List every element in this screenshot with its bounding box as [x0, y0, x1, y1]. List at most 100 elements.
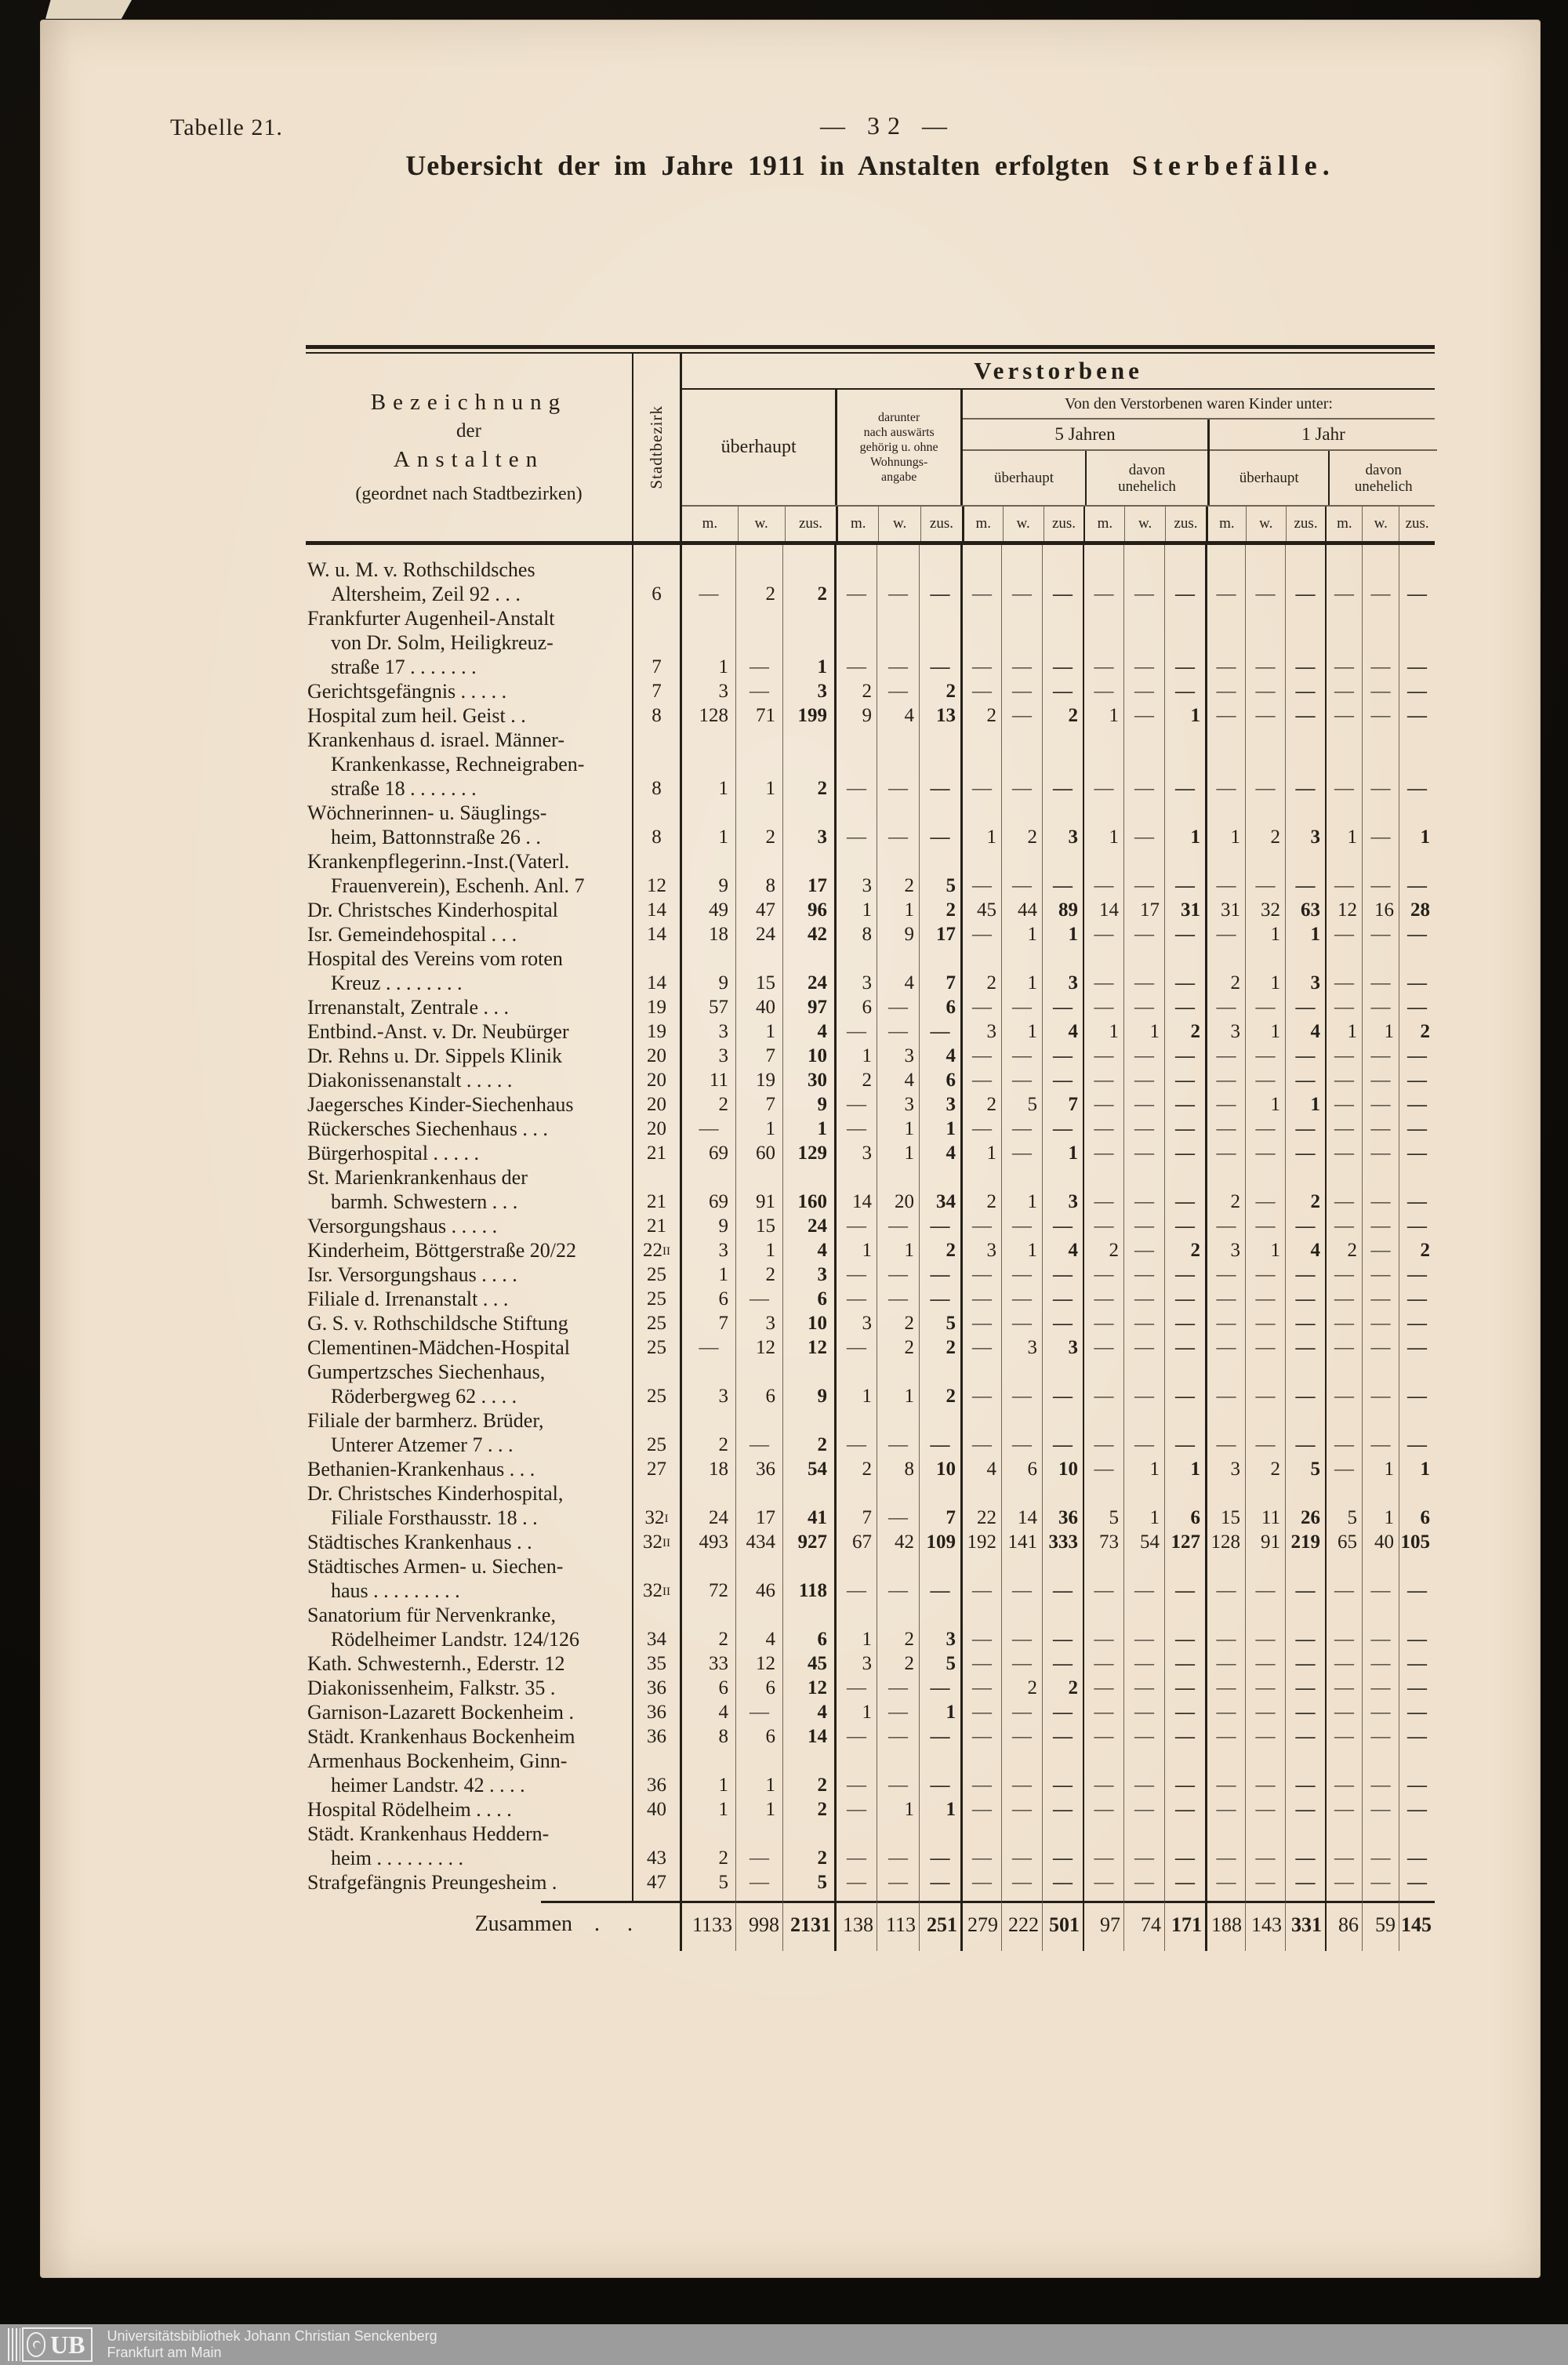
cell-value: 30 — [782, 1068, 834, 1092]
cell-value: 1 — [1245, 1238, 1285, 1262]
cell-value: — — [1399, 1287, 1435, 1311]
cell-district: 47 — [632, 1870, 680, 1895]
cell-value: 1 — [1164, 703, 1205, 728]
cell-value: — — [919, 1554, 960, 1603]
cell-value: — — [1164, 1044, 1205, 1068]
cell-value: — — [1042, 1870, 1083, 1895]
cell-value: — — [1205, 1822, 1245, 1870]
cell-value: — — [1399, 1335, 1435, 1360]
cell-value: — — [1164, 1700, 1205, 1724]
cell-value: 6 — [919, 1068, 960, 1092]
cell-value: — — [1325, 1603, 1362, 1651]
cell-institution: Diakonissenanstalt . . . . . — [307, 1069, 513, 1092]
cell-value: — — [960, 1068, 1001, 1092]
cell-value: — — [1164, 1724, 1205, 1749]
cell-value: 2 — [877, 1311, 919, 1335]
cell-value: — — [1362, 1141, 1399, 1165]
cell-value: 3 — [1001, 1335, 1042, 1360]
cell-value: — — [1083, 1457, 1123, 1481]
spacer-cell — [877, 1895, 919, 1901]
header-col-w: w. — [1245, 507, 1286, 541]
cell-value: — — [1164, 1165, 1205, 1214]
cell-value: — — [1001, 606, 1042, 679]
cell-value: — — [1205, 1141, 1245, 1165]
cell-value: — — [1362, 1287, 1399, 1311]
cell-district: 43 — [632, 1822, 680, 1870]
header-under1-overall: überhaupt — [1210, 451, 1328, 505]
cell-value: 1 — [1245, 922, 1285, 946]
cell-value: 1 — [1001, 1165, 1042, 1214]
cell-value: 2 — [834, 679, 877, 703]
total-value: 279 — [960, 1901, 1001, 1951]
cell-institution: G. S. v. Rothschildsche Stiftung — [307, 1312, 568, 1335]
cell-value: — — [1083, 1360, 1123, 1408]
cell-value: — — [1325, 1651, 1362, 1676]
cell-value: — — [1362, 1797, 1399, 1822]
cell-value: — — [1042, 606, 1083, 679]
cell-value: 434 — [735, 1530, 782, 1554]
cell-value: 927 — [782, 1530, 834, 1554]
header-institutions-line: der — [456, 420, 481, 441]
cell-value: — — [1001, 1724, 1042, 1749]
cell-value: 1 — [1123, 1457, 1164, 1481]
cell-value: — — [1123, 1311, 1164, 1335]
cell-value: — — [1285, 1724, 1325, 1749]
cell-value: 4 — [1285, 1019, 1325, 1044]
cell-district: 6 — [632, 558, 680, 606]
cell-value: 4 — [877, 946, 919, 995]
cell-value: — — [1164, 1822, 1205, 1870]
cell-value: 22 — [960, 1481, 1001, 1530]
cell-value: 1 — [680, 801, 735, 849]
cell-value: 5 — [919, 849, 960, 898]
cell-value: — — [1205, 995, 1245, 1019]
cell-value: — — [1285, 1749, 1325, 1797]
cell-institution: Hospital des Vereins vom roten Kreuz . . … — [307, 947, 563, 994]
cell-value: — — [877, 1870, 919, 1895]
header-overall: überhaupt — [720, 437, 797, 457]
cell-value: — — [1123, 1141, 1164, 1165]
cell-value: — — [1325, 1724, 1362, 1749]
cell-value: 1 — [735, 1797, 782, 1822]
cell-value: — — [1123, 1165, 1164, 1214]
cell-district: 14 — [632, 898, 680, 922]
cell-value: — — [1083, 558, 1123, 606]
cell-value: — — [1123, 1603, 1164, 1651]
cell-value: — — [919, 1822, 960, 1870]
header-under5-overall: überhaupt — [963, 451, 1085, 505]
cell-value: 2 — [782, 1749, 834, 1797]
cell-value: 6 — [1001, 1457, 1042, 1481]
cell-value: — — [877, 1554, 919, 1603]
cell-value: 15 — [735, 1214, 782, 1238]
cell-value: — — [1164, 1408, 1205, 1457]
cell-value: 1 — [877, 898, 919, 922]
cell-value: — — [1245, 1870, 1285, 1895]
cell-value: — — [1285, 728, 1325, 801]
cell-value: — — [1325, 1676, 1362, 1700]
cell-value: — — [1205, 1117, 1245, 1141]
cell-value: — — [1362, 703, 1399, 728]
total-value: 998 — [735, 1901, 782, 1951]
cell-value: — — [1042, 728, 1083, 801]
total-value: 138 — [834, 1901, 877, 1951]
cell-district: 8 — [632, 703, 680, 728]
cell-value: 12 — [1325, 898, 1362, 922]
cell-value: 2 — [1001, 1676, 1042, 1700]
cell-value: 1 — [1001, 1238, 1042, 1262]
cell-value: — — [1205, 1287, 1245, 1311]
cell-value: 20 — [877, 1165, 919, 1214]
cell-value: 3 — [1205, 1238, 1245, 1262]
cell-value: — — [1123, 1651, 1164, 1676]
spacer-cell — [1245, 1895, 1285, 1901]
cell-value: — — [1362, 922, 1399, 946]
cell-value: 2 — [919, 1335, 960, 1360]
cell-value: — — [1123, 1676, 1164, 1700]
cell-value: — — [1325, 1360, 1362, 1408]
cell-value: 1 — [877, 1117, 919, 1141]
header-district: Stadtbezirk — [632, 354, 680, 541]
cell-value: — — [735, 1822, 782, 1870]
cell-value: 24 — [680, 1481, 735, 1530]
cell-value: 2 — [1205, 1165, 1245, 1214]
page-title: Uebersicht der im Jahre 1911 in Anstalte… — [306, 149, 1435, 182]
header-sub-label: unehelich — [1354, 478, 1413, 495]
cell-value: 1 — [834, 898, 877, 922]
